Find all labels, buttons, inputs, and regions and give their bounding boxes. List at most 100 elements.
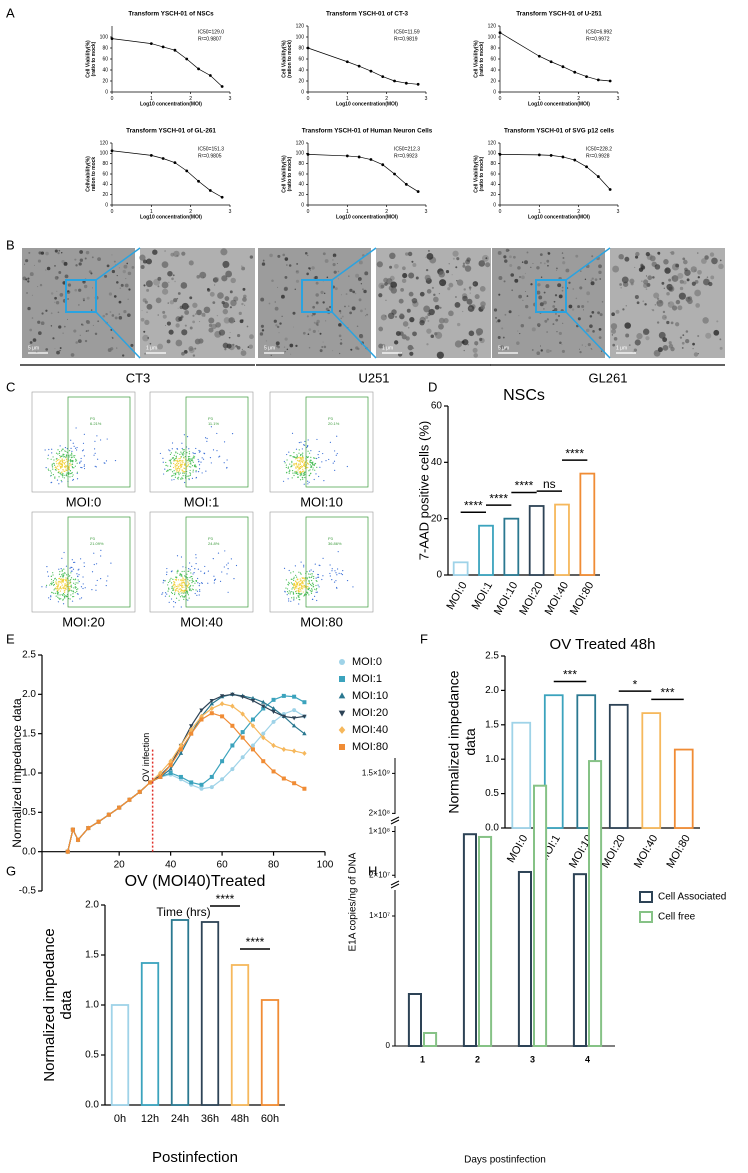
bar bbox=[462, 833, 477, 1047]
flow-event bbox=[170, 591, 173, 594]
micrograph-texture bbox=[389, 275, 395, 281]
micrograph-texture bbox=[189, 296, 193, 300]
marker bbox=[230, 692, 235, 697]
micrograph-texture bbox=[585, 345, 587, 347]
flow-event bbox=[45, 584, 48, 587]
flow-event bbox=[174, 467, 177, 469]
micrograph-texture bbox=[45, 251, 49, 256]
micrograph-texture bbox=[142, 334, 149, 342]
flow-event bbox=[65, 574, 68, 576]
flow-event bbox=[179, 453, 181, 455]
flow-event bbox=[304, 463, 306, 465]
flow-event bbox=[184, 456, 186, 458]
flow-event bbox=[94, 452, 96, 454]
marker bbox=[197, 179, 200, 183]
flow-event bbox=[164, 592, 167, 594]
flow-event bbox=[295, 581, 298, 583]
x-axis-label: Time (hrs) bbox=[156, 905, 210, 919]
micrograph-texture bbox=[480, 260, 485, 265]
x-tick-label: 1 bbox=[538, 96, 541, 102]
flow-event bbox=[307, 439, 309, 441]
micrograph-texture bbox=[168, 329, 174, 335]
micrograph-texture bbox=[547, 252, 551, 255]
flow-event bbox=[176, 464, 178, 467]
micrograph-texture bbox=[657, 251, 661, 255]
marker bbox=[199, 708, 204, 713]
significance-label: **** bbox=[216, 892, 235, 906]
flow-event bbox=[166, 571, 168, 573]
micrograph-texture bbox=[315, 322, 319, 326]
flow-event bbox=[313, 577, 315, 579]
micrograph-texture bbox=[694, 289, 702, 297]
flow-event bbox=[315, 473, 317, 475]
flow-event bbox=[187, 578, 189, 581]
flow-event bbox=[52, 581, 55, 583]
flow-event bbox=[328, 458, 330, 461]
flow-event bbox=[83, 467, 86, 470]
y-tick-label: 100 bbox=[100, 151, 109, 157]
micrograph-texture bbox=[521, 261, 524, 263]
group-label: U251 bbox=[358, 370, 389, 385]
flow-event bbox=[297, 582, 299, 585]
flow-event bbox=[181, 586, 183, 589]
flow-event bbox=[285, 464, 288, 466]
flow-event bbox=[181, 463, 183, 465]
flow-event bbox=[329, 564, 331, 566]
x-tick-label: 0 bbox=[499, 96, 502, 102]
micrograph-texture bbox=[669, 251, 671, 253]
flow-event bbox=[203, 453, 206, 455]
micrograph-texture bbox=[454, 296, 457, 298]
micrograph-texture bbox=[113, 295, 117, 298]
flow-event bbox=[176, 448, 179, 450]
flow-event bbox=[300, 561, 302, 563]
micrograph-texture bbox=[683, 259, 688, 265]
flow-event bbox=[71, 590, 73, 592]
micrograph-texture bbox=[155, 297, 162, 304]
micrograph-texture bbox=[376, 261, 383, 268]
micrograph-texture bbox=[265, 340, 267, 342]
flow-event bbox=[61, 557, 63, 560]
flow-event bbox=[78, 568, 80, 570]
flow-event bbox=[304, 467, 306, 470]
flow-event bbox=[184, 592, 186, 594]
micrograph-texture bbox=[641, 265, 646, 270]
micrograph-texture bbox=[352, 290, 356, 294]
flow-event bbox=[213, 575, 215, 577]
y-tick-label: 1×10⁸ bbox=[369, 827, 390, 836]
marker bbox=[65, 849, 70, 854]
marker bbox=[357, 64, 361, 68]
flow-event bbox=[60, 580, 62, 582]
micrograph-texture bbox=[423, 305, 431, 313]
flow-event bbox=[286, 471, 288, 473]
flow-event bbox=[196, 594, 198, 596]
flow-event bbox=[60, 463, 62, 465]
flow-event bbox=[299, 459, 301, 461]
flow-event bbox=[218, 456, 220, 458]
micrograph-texture bbox=[591, 277, 594, 280]
flow-event bbox=[182, 451, 184, 454]
flow-event bbox=[64, 584, 66, 586]
flow-event bbox=[318, 450, 320, 453]
micrograph-texture bbox=[211, 323, 217, 330]
flow-event bbox=[52, 456, 54, 458]
micrograph-texture bbox=[424, 274, 431, 281]
micrograph-texture bbox=[356, 325, 359, 328]
micrograph-texture bbox=[147, 337, 149, 339]
flow-event bbox=[214, 579, 216, 581]
flow-event bbox=[171, 570, 173, 572]
flow-event bbox=[47, 458, 49, 460]
flow-event bbox=[306, 577, 308, 579]
micrograph-texture bbox=[282, 253, 286, 257]
flow-event bbox=[170, 458, 172, 461]
micrograph-texture bbox=[394, 340, 399, 345]
flow-event bbox=[188, 568, 190, 570]
y-tick-label: 2.0 bbox=[485, 685, 499, 696]
micrograph-texture bbox=[475, 344, 477, 346]
micrograph-texture bbox=[315, 293, 319, 297]
micrograph-texture bbox=[629, 278, 635, 284]
flow-event bbox=[75, 459, 78, 461]
axis-break bbox=[390, 816, 400, 822]
flow-event bbox=[314, 457, 316, 459]
flow-event bbox=[336, 568, 339, 570]
y-tick-label: 80 bbox=[298, 45, 304, 51]
